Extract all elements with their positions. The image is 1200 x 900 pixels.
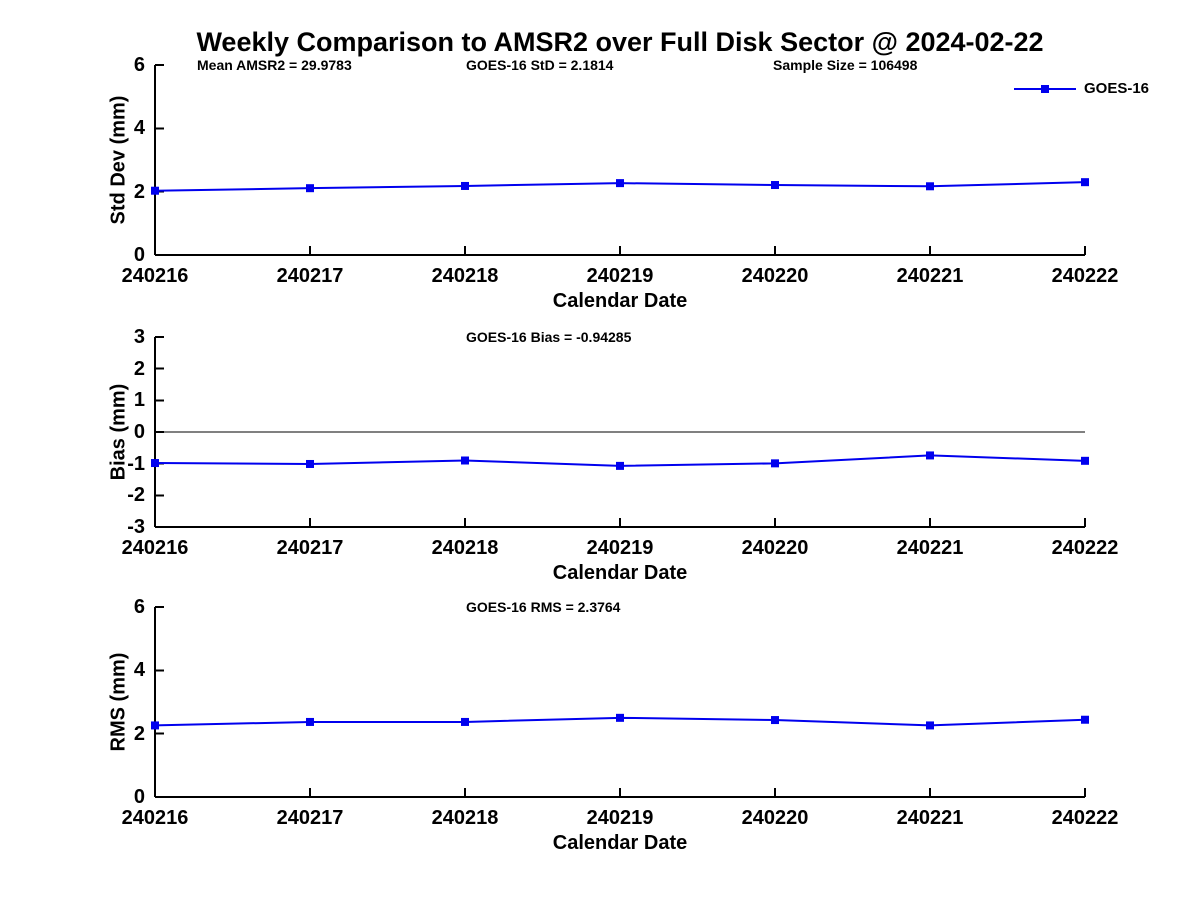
- annotation-text: Mean AMSR2 = 29.9783: [197, 57, 352, 73]
- x-tick-label: 240219: [586, 265, 654, 287]
- data-point-marker: [926, 721, 934, 730]
- x-tick-label: 240219: [586, 537, 654, 559]
- data-point-marker: [771, 181, 779, 190]
- x-axis-label: Calendar Date: [552, 562, 688, 584]
- y-tick-label: 2: [133, 722, 145, 745]
- y-tick-label: 1: [133, 389, 145, 412]
- data-point-marker: [306, 717, 314, 726]
- data-point-marker: [1081, 715, 1089, 724]
- x-tick-label: 240222: [1051, 807, 1119, 829]
- x-tick-label: 240221: [896, 537, 964, 559]
- data-point-marker: [771, 716, 779, 725]
- data-line-GOES-16: [154, 716, 1086, 727]
- data-point-marker: [151, 186, 159, 195]
- legend-line-sample-icon: [1014, 84, 1076, 93]
- data-line-GOES-16: [154, 181, 1086, 192]
- data-point-marker: [616, 179, 624, 188]
- y-tick-label: -1: [127, 452, 145, 475]
- data-point-marker: [461, 717, 469, 726]
- std-dev-plot: [151, 64, 1089, 256]
- x-axis-label: Calendar Date: [552, 832, 688, 854]
- y-tick-label: 4: [133, 659, 145, 682]
- x-tick-label: 240222: [1051, 265, 1119, 287]
- annotation-text: GOES-16 RMS = 2.3764: [466, 599, 621, 615]
- x-tick-label: 240218: [431, 265, 499, 287]
- x-tick-label: 240218: [431, 537, 499, 559]
- x-tick-label: 240216: [121, 807, 189, 829]
- data-point-marker: [926, 451, 934, 460]
- x-tick-label: 240217: [276, 807, 344, 829]
- x-tick-label: 240216: [121, 265, 189, 287]
- x-tick-label: 240217: [276, 265, 344, 287]
- y-tick-label: 0: [133, 244, 145, 266]
- data-line-GOES-16: [154, 454, 1086, 467]
- data-point-marker: [926, 182, 934, 191]
- y-tick-label: 0: [133, 786, 145, 808]
- x-tick-label: 240221: [896, 807, 964, 829]
- data-point-marker: [461, 456, 469, 465]
- x-tick-label: 240217: [276, 537, 344, 559]
- y-tick-label: 6: [133, 596, 145, 618]
- y-tick-label: 6: [133, 54, 145, 76]
- y-tick-label: 0: [133, 421, 145, 443]
- data-point-marker: [306, 459, 314, 468]
- data-point-marker: [151, 721, 159, 730]
- annotation-text: GOES-16 StD = 2.1814: [466, 57, 614, 73]
- y-axis-label: Bias (mm): [107, 383, 130, 481]
- x-tick-label: 240218: [431, 807, 499, 829]
- figure-title: Weekly Comparison to AMSR2 over Full Dis…: [196, 27, 1044, 57]
- legend-label: GOES-16: [1084, 80, 1150, 97]
- data-point-marker: [306, 184, 314, 193]
- x-tick-label: 240220: [741, 537, 809, 559]
- data-point-marker: [616, 461, 624, 470]
- bias-plot: [151, 336, 1089, 528]
- x-tick-label: 240220: [741, 807, 809, 829]
- y-tick-label: -2: [127, 484, 145, 507]
- y-tick-label: 3: [133, 326, 145, 348]
- annotation-text: GOES-16 Bias = -0.94285: [466, 329, 632, 345]
- y-axis-label: RMS (mm): [107, 652, 130, 752]
- x-tick-label: 240220: [741, 265, 809, 287]
- data-point-marker: [771, 459, 779, 468]
- data-point-marker: [151, 459, 159, 468]
- x-tick-label: 240222: [1051, 537, 1119, 559]
- x-axis-label: Calendar Date: [552, 290, 688, 312]
- x-tick-label: 240219: [586, 807, 654, 829]
- data-point-marker: [461, 181, 469, 190]
- y-tick-label: 2: [133, 357, 145, 380]
- y-tick-label: 2: [133, 180, 145, 203]
- y-tick-label: -3: [127, 516, 145, 538]
- data-point-marker: [1081, 456, 1089, 465]
- data-point-marker: [1081, 178, 1089, 187]
- x-tick-label: 240221: [896, 265, 964, 287]
- annotation-text: Sample Size = 106498: [773, 57, 918, 73]
- x-tick-label: 240216: [121, 537, 189, 559]
- y-tick-label: 4: [133, 117, 145, 140]
- y-axis-label: Std Dev (mm): [107, 95, 130, 225]
- legend: GOES-16: [1013, 80, 1149, 97]
- rms-plot: [151, 606, 1089, 798]
- data-point-marker: [616, 713, 624, 722]
